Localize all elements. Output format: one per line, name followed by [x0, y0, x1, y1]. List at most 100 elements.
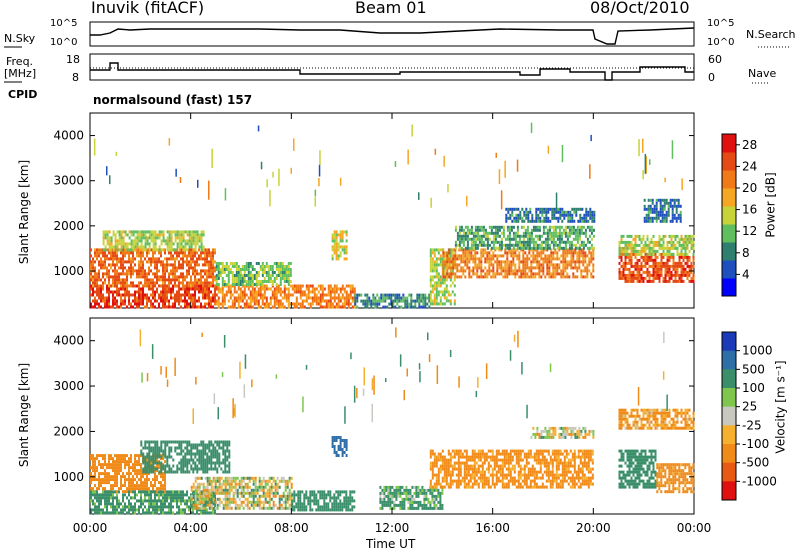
- heatmap-cell: [176, 299, 178, 303]
- heatmap-cell: [168, 251, 170, 255]
- heatmap-cell: [329, 284, 332, 288]
- heatmap-cell: [104, 496, 106, 500]
- heatmap-cell: [166, 242, 169, 246]
- heatmap-cell: [188, 461, 191, 465]
- heatmap-cell: [562, 231, 565, 235]
- heatmap-cell: [378, 296, 381, 300]
- heatmap-cell: [237, 274, 240, 277]
- heatmap-cell: [233, 277, 236, 280]
- heatmap-cell: [506, 263, 509, 267]
- heatmap-cell: [180, 248, 182, 252]
- heatmap-cell: [118, 272, 120, 276]
- heatmap-cell: [545, 213, 548, 217]
- heatmap-cell: [586, 246, 589, 250]
- heatmap-cell: [184, 290, 186, 294]
- heatmap-cell: [184, 455, 187, 459]
- heatmap-cell: [138, 472, 140, 476]
- heatmap-cell: [162, 260, 164, 264]
- heatmap-cell: [668, 270, 671, 274]
- heatmap-cell: [194, 290, 196, 294]
- heatmap-cell: [106, 302, 108, 306]
- heatmap-cell: [180, 511, 182, 515]
- heatmap-cell: [410, 296, 413, 300]
- heatmap-cell: [394, 305, 397, 309]
- heatmap-cell: [194, 293, 196, 297]
- heatmap-cell: [522, 248, 525, 252]
- heatmap-cell: [652, 270, 655, 274]
- heatmap-cell: [206, 499, 208, 503]
- heatmap-cell: [285, 280, 288, 283]
- heatmap-cell: [656, 261, 659, 265]
- heatmap-cell: [590, 275, 593, 279]
- heatmap-cell: [178, 236, 181, 240]
- heatmap-cell: [517, 219, 520, 223]
- heatmap-cell: [194, 461, 197, 465]
- heatmap-cell: [498, 263, 501, 267]
- heatmap-cell: [112, 460, 114, 464]
- heatmap-cell: [626, 240, 629, 244]
- heatmap-cell: [168, 470, 171, 474]
- heatmap-cell: [287, 265, 290, 268]
- heatmap-cell: [158, 461, 161, 465]
- heatmap-cell: [337, 254, 340, 258]
- heatmap-cell: [544, 248, 547, 252]
- heatmap-cell: [522, 275, 525, 279]
- heatmap-cell: [335, 236, 338, 240]
- heatmap-cell: [671, 207, 674, 211]
- heatmap-cell: [98, 478, 100, 482]
- heatmap-cell: [134, 466, 136, 470]
- heatmap-cell: [672, 246, 675, 250]
- heatmap-cell: [196, 263, 198, 267]
- heatmap-cell: [630, 264, 633, 268]
- heatmap-cell: [678, 243, 681, 247]
- heatmap-cell: [98, 302, 100, 306]
- heatmap-cell: [98, 284, 100, 288]
- heatmap-cell: [184, 248, 187, 252]
- heatmap-cell: [194, 299, 196, 303]
- heatmap-cell: [208, 296, 210, 300]
- heatmap-cell: [116, 502, 118, 506]
- heatmap-cell: [378, 299, 381, 303]
- heatmap-cell: [343, 290, 346, 294]
- heatmap-cell: [552, 225, 555, 229]
- heatmap-cell: [384, 305, 387, 309]
- heatmap-cell: [219, 271, 222, 274]
- heatmap-cell: [186, 440, 189, 444]
- heatmap-cell: [470, 240, 473, 244]
- heatmap-cell: [556, 257, 559, 261]
- heatmap-cell: [112, 233, 115, 237]
- heatmap-cell: [646, 258, 649, 262]
- heatmap-cell: [534, 240, 537, 244]
- heatmap-cell: [235, 277, 238, 280]
- heatmap-cell: [482, 231, 485, 235]
- heatmap-cell: [130, 230, 133, 234]
- heatmap-cell: [170, 257, 172, 261]
- heatmap-cell: [543, 219, 546, 223]
- heatmap-cell: [154, 458, 157, 462]
- heatmap-cell: [675, 198, 678, 202]
- heatmap-cell: [124, 242, 127, 246]
- heatmap-cell: [102, 284, 104, 288]
- heatmap-cell: [90, 511, 92, 515]
- heatmap-cell: [162, 269, 164, 273]
- heatmap-cell: [196, 251, 198, 255]
- heatmap-cell: [287, 280, 290, 283]
- heatmap-cell: [212, 305, 214, 309]
- heatmap-cell: [572, 260, 575, 264]
- heatmap-cell: [116, 469, 118, 473]
- heatmap-cell: [647, 207, 650, 211]
- heatmap-cell: [492, 237, 495, 241]
- heatmap-cell: [514, 275, 517, 279]
- heatmap-cell: [546, 246, 549, 250]
- heatmap-cell: [221, 287, 224, 291]
- heatmap-cell: [212, 502, 214, 506]
- heatmap-cell: [194, 254, 196, 258]
- heatmap-cell: [116, 505, 118, 509]
- heatmap-cell: [524, 228, 527, 232]
- heatmap-cell: [132, 284, 134, 288]
- heatmap-cell: [512, 269, 515, 273]
- heatmap-cell: [126, 251, 128, 255]
- heatmap-cell: [514, 266, 517, 270]
- heatmap-cell: [150, 467, 153, 471]
- heatmap-cell: [206, 281, 208, 285]
